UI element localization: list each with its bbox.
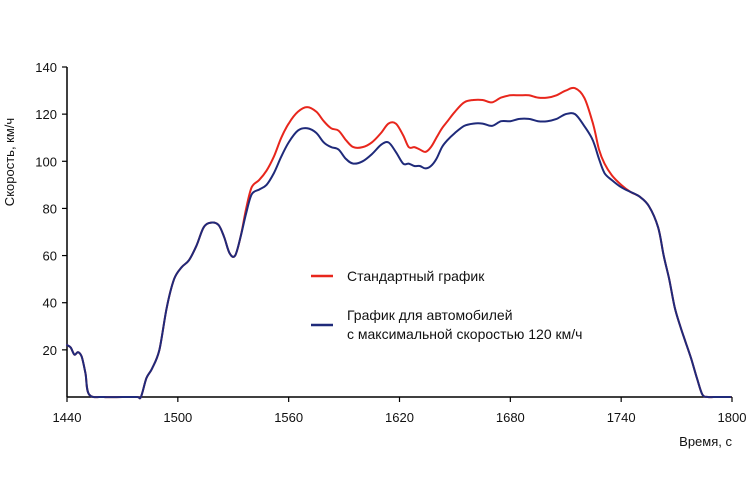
x-tick-label: 1440 xyxy=(53,410,82,425)
x-tick-label: 1740 xyxy=(607,410,636,425)
series-lines xyxy=(66,86,732,400)
y-tick-label: 40 xyxy=(43,296,57,311)
y-tick-label: 140 xyxy=(35,60,57,75)
y-axis-title: Скорость, км/ч xyxy=(2,118,17,206)
x-tick-label: 1560 xyxy=(274,410,303,425)
y-tick-label: 80 xyxy=(43,201,57,216)
legend-label-120: График для автомобилей с максимальной ско… xyxy=(347,307,582,342)
axes xyxy=(66,67,732,398)
tick-group: 1440 1500 1560 1620 1680 1740 1800 20 40 60 80 100 1… xyxy=(35,60,746,425)
x-tick-label: 1620 xyxy=(385,410,414,425)
series-line-standard xyxy=(66,86,732,400)
x-tick-label: 1800 xyxy=(718,410,747,425)
x-tick-label: 1500 xyxy=(163,410,192,425)
y-tick-label: 120 xyxy=(35,107,57,122)
legend-label-standard: Стандартный график xyxy=(347,268,485,284)
legend: Стандартный график График для автомобиле… xyxy=(311,268,582,342)
y-tick-label: 60 xyxy=(43,249,57,264)
y-tick-label: 20 xyxy=(43,343,57,358)
y-tick-label: 100 xyxy=(35,154,57,169)
x-tick-label: 1680 xyxy=(496,410,525,425)
series-line-120 xyxy=(66,112,732,400)
x-axis-title: Время, с xyxy=(679,434,732,449)
